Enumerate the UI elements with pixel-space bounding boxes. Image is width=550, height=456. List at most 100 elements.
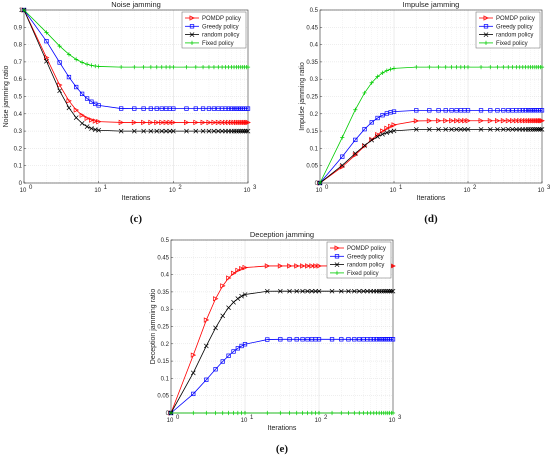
data-point xyxy=(389,288,394,294)
data-point xyxy=(278,337,283,342)
data-point xyxy=(200,128,206,134)
data-point xyxy=(148,64,153,70)
data-point xyxy=(426,127,432,132)
data-point xyxy=(85,62,90,67)
data-point xyxy=(213,367,218,372)
x-tick-base: 10 xyxy=(169,188,176,194)
data-point xyxy=(357,337,362,342)
data-point xyxy=(265,337,270,342)
data-point xyxy=(245,64,251,70)
data-point xyxy=(339,337,344,342)
data-point xyxy=(388,67,393,72)
x-axis-label: Iterations xyxy=(122,195,151,202)
data-point xyxy=(234,128,239,134)
data-point xyxy=(294,288,300,294)
data-point xyxy=(305,410,310,416)
data-point xyxy=(148,106,153,111)
legend-label: Greedy policy xyxy=(347,254,384,260)
data-point xyxy=(89,126,94,131)
data-point xyxy=(300,337,305,342)
data-point xyxy=(159,119,165,126)
data-point xyxy=(483,40,489,45)
data-point xyxy=(96,127,102,133)
data-point xyxy=(264,263,271,269)
y-tick-label: 0.05 xyxy=(306,164,318,170)
data-point xyxy=(226,410,231,416)
x-tick-exponent: 1 xyxy=(250,415,254,421)
data-point xyxy=(84,115,90,121)
x-tick-base: 10 xyxy=(244,188,251,194)
data-point xyxy=(44,54,50,61)
series-random-policy xyxy=(317,127,545,186)
data-point xyxy=(361,410,366,416)
legend-item: random policy xyxy=(330,262,384,269)
data-point xyxy=(93,63,98,69)
y-tick-label: 0.3 xyxy=(161,307,170,313)
data-point xyxy=(317,180,323,186)
y-tick-label: 0.3 xyxy=(14,129,23,135)
data-point xyxy=(92,118,99,124)
data-point xyxy=(458,127,464,132)
series-random-policy xyxy=(21,7,251,134)
data-point xyxy=(228,119,235,126)
data-point xyxy=(390,288,396,294)
y-tick-label: 0.2 xyxy=(310,112,319,118)
data-point xyxy=(223,106,228,111)
data-point xyxy=(220,283,226,289)
data-point xyxy=(383,288,389,294)
data-point xyxy=(488,108,493,113)
data-point xyxy=(131,128,137,134)
data-point xyxy=(500,127,506,132)
data-point xyxy=(118,119,125,126)
data-point xyxy=(487,127,493,132)
data-point xyxy=(414,108,419,113)
data-point xyxy=(74,84,79,90)
y-tick-label: 0.5 xyxy=(14,95,23,101)
chart-title: Noise jamming xyxy=(111,0,161,9)
data-point xyxy=(167,128,173,134)
data-point xyxy=(305,288,310,294)
x-tick-exponent: 0 xyxy=(176,415,180,421)
data-point xyxy=(539,118,545,124)
data-point xyxy=(294,337,299,342)
data-point xyxy=(159,128,165,134)
data-point xyxy=(66,98,72,104)
data-point xyxy=(231,410,236,416)
data-point xyxy=(313,288,318,294)
data-point xyxy=(239,293,244,299)
legend-label: Fixed policy xyxy=(347,271,379,277)
data-point xyxy=(287,337,292,342)
data-point xyxy=(338,288,344,294)
legend-label: POMDP policy xyxy=(496,16,535,22)
data-point xyxy=(353,137,358,143)
data-point xyxy=(478,108,484,113)
data-point xyxy=(465,108,471,113)
legend-label: Greedy policy xyxy=(496,24,533,30)
data-point xyxy=(57,60,62,65)
y-tick-label: 0.3 xyxy=(310,77,319,83)
data-point xyxy=(340,154,345,159)
data-point xyxy=(513,118,520,124)
data-point xyxy=(391,109,397,114)
data-point xyxy=(154,119,160,126)
data-point xyxy=(141,106,146,111)
data-point xyxy=(380,131,385,137)
y-tick-label: 0.8 xyxy=(14,43,23,49)
data-point xyxy=(96,103,101,108)
series-fixed-policy xyxy=(317,64,545,186)
data-point xyxy=(384,68,389,73)
data-point xyxy=(211,106,217,111)
data-point xyxy=(215,119,222,126)
data-point xyxy=(517,108,522,113)
x-tick-label: 10 0 xyxy=(20,185,33,194)
data-point xyxy=(487,118,494,124)
data-point xyxy=(277,263,284,269)
data-point xyxy=(478,64,484,70)
x-tick-exponent: 1 xyxy=(399,185,403,191)
data-point xyxy=(443,118,449,124)
data-point xyxy=(242,292,248,297)
data-point xyxy=(190,370,196,376)
data-point xyxy=(131,119,138,126)
y-tick-label: 0 xyxy=(19,181,23,187)
data-point xyxy=(300,410,305,416)
